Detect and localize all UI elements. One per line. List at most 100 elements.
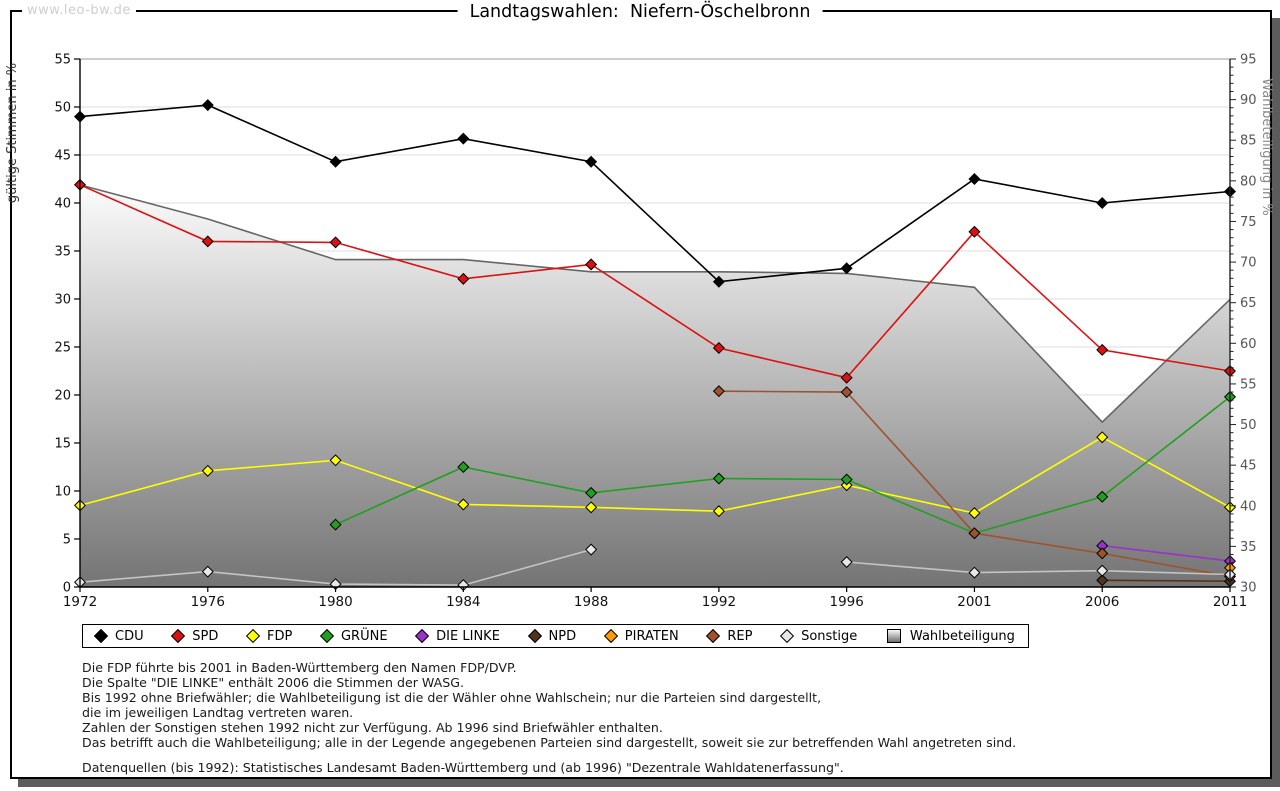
legend-label: REP (727, 628, 753, 644)
marker-SPD-1988 (585, 258, 598, 271)
legend-item-fdp: FDP (245, 628, 293, 644)
svg-text:1988: 1988 (574, 594, 608, 610)
marker-REP-2006 (1096, 547, 1109, 560)
legend-label: PIRATEN (624, 628, 679, 644)
diamond-marker-icon (706, 628, 721, 644)
election-chart: 0 5 10 15 20 25 30 35 40 45 50 55 gültige Stimmen in… (5, 53, 1274, 611)
legend-item-spd: SPD (171, 628, 218, 644)
legend-label: DIE LINKE (436, 628, 500, 644)
svg-text:2006: 2006 (1085, 594, 1119, 610)
series-FDP (73, 431, 1237, 520)
svg-text:1984: 1984 (446, 594, 480, 610)
marker-FDP-1976 (201, 464, 214, 477)
svg-text:30: 30 (54, 293, 71, 308)
watermark: www.leo-bw.de (22, 3, 136, 18)
footnote-line: Bis 1992 ohne Briefwähler; die Wahlbetei… (82, 690, 822, 705)
marker-FDP-1984 (457, 498, 470, 511)
svg-text:80: 80 (1240, 174, 1257, 189)
svg-text:40: 40 (1240, 499, 1257, 514)
footnote-line: die im jeweiligen Landtag vertreten ware… (82, 705, 354, 720)
svg-text:85: 85 (1240, 134, 1257, 149)
legend-label: FDP (267, 628, 293, 644)
svg-text:45: 45 (54, 149, 71, 164)
marker-GRÜNE-1992 (712, 472, 725, 485)
svg-text:5: 5 (63, 533, 71, 548)
marker-GRÜNE-1980 (329, 518, 342, 531)
marker-Sonstige-1988 (585, 543, 598, 556)
svg-text:75: 75 (1240, 215, 1257, 230)
footnote-line: Die FDP führte bis 2001 in Baden-Württem… (82, 660, 517, 675)
diamond-marker-icon (415, 628, 430, 644)
svg-text:1980: 1980 (318, 594, 352, 610)
svg-text:35: 35 (54, 245, 71, 260)
data-source-line: Datenquellen (bis 1992): Statistisches L… (82, 760, 844, 775)
marker-CDU-2001 (968, 172, 981, 186)
marker-SPD-1996 (840, 371, 853, 384)
svg-text:0: 0 (63, 581, 71, 596)
marker-SPD-1980 (329, 236, 342, 249)
marker-SPD-1976 (201, 235, 214, 248)
legend-item-sonstige: Sonstige (780, 628, 857, 644)
marker-Sonstige-2001 (968, 566, 981, 579)
marker-FDP-2001 (968, 507, 981, 520)
legend-item-grüne: GRÜNE (319, 628, 388, 644)
svg-text:20: 20 (54, 389, 71, 404)
diamond-marker-icon (245, 628, 261, 644)
svg-text:50: 50 (1240, 418, 1257, 433)
svg-text:70: 70 (1240, 256, 1257, 271)
svg-text:25: 25 (54, 341, 71, 356)
svg-text:10: 10 (54, 485, 71, 500)
diamond-marker-icon (319, 628, 335, 644)
marker-FDP-1992 (712, 505, 725, 518)
marker-CDU-1996 (840, 262, 853, 275)
marker-CDU-1984 (457, 132, 470, 145)
marker-SPD-1984 (457, 272, 470, 285)
footnote-line: Das betrifft auch die Wahlbeteiligung; a… (82, 735, 1017, 750)
svg-text:1976: 1976 (191, 594, 225, 610)
svg-text:1996: 1996 (829, 594, 863, 610)
footnote-line: Zahlen der Sonstigen stehen 1992 nicht z… (82, 720, 663, 735)
footnote-line: Die Spalte "DIE LINKE" enthält 2006 die … (82, 675, 465, 690)
svg-text:2011: 2011 (1213, 594, 1247, 610)
svg-text:35: 35 (1240, 540, 1257, 555)
marker-GRÜNE-1984 (457, 460, 470, 474)
legend-item-die-linke: DIE LINKE (415, 628, 500, 644)
marker-REP-2001 (968, 527, 981, 540)
y-axis-left: 0 5 10 15 20 25 30 35 40 45 50 55 gültige Stimmen in… (5, 53, 81, 596)
marker-FDP-1980 (329, 454, 342, 467)
marker-SPD-2006 (1096, 343, 1109, 356)
marker-GRÜNE-1996 (840, 473, 853, 486)
page-title: Landtagswahlen: Niefern-Öschelbronn (457, 2, 823, 22)
diamond-marker-icon (171, 628, 186, 644)
diamond-marker-icon (780, 628, 795, 644)
marker-Sonstige-1996 (840, 556, 853, 569)
diamond-marker-icon (527, 628, 542, 644)
turnout-swatch-icon (886, 629, 901, 643)
footnotes: Die FDP führte bis 2001 in Baden-Württem… (82, 660, 1016, 775)
svg-text:55: 55 (54, 53, 71, 68)
diamond-marker-icon (93, 628, 109, 644)
svg-text:90: 90 (1240, 93, 1257, 108)
wahlbeteiligung-area (79, 184, 1231, 587)
marker-FDP-2006 (1096, 431, 1109, 444)
marker-SPD-1992 (712, 341, 725, 354)
svg-text:45: 45 (1240, 459, 1257, 474)
marker-CDU-2006 (1096, 196, 1109, 210)
svg-text:1992: 1992 (702, 594, 736, 610)
marker-CDU-1976 (201, 99, 214, 112)
svg-text:55: 55 (1240, 377, 1257, 392)
diamond-marker-icon (603, 628, 618, 644)
legend: CDU SPD FDP GRÜNE DIE LINKE NPD PIRATEN REP Sons… (82, 624, 1029, 648)
left-axis-title: gültige Stimmen in % (5, 63, 20, 203)
legend-label: NPD (548, 628, 577, 644)
marker-GRÜNE-1988 (585, 486, 598, 499)
svg-text:15: 15 (54, 437, 71, 452)
legend-label: CDU (115, 628, 144, 644)
legend-item-piraten: PIRATEN (603, 628, 679, 644)
legend-item-cdu: CDU (93, 628, 144, 644)
legend-label: Wahlbeteiligung (909, 628, 1015, 644)
svg-text:40: 40 (54, 197, 71, 212)
marker-Sonstige-1976 (201, 565, 214, 578)
marker-CDU-1992 (712, 275, 725, 288)
